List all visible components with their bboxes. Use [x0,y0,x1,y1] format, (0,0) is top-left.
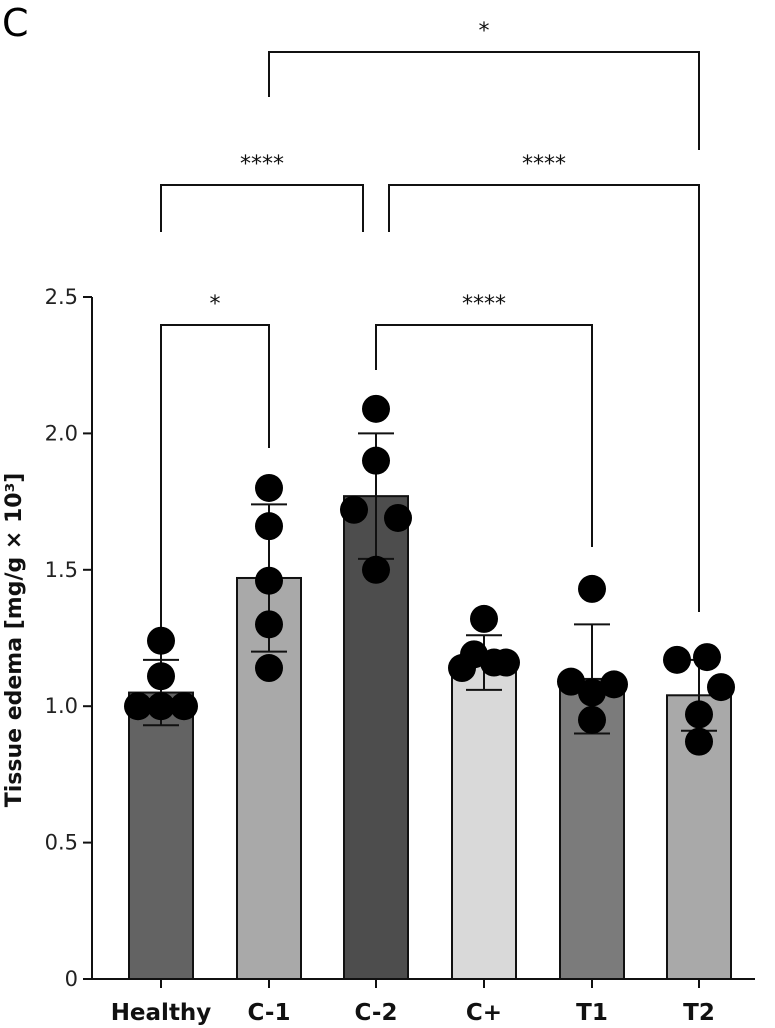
data-point [147,692,175,721]
data-point [255,610,283,639]
data-point [448,654,476,683]
x-tick-label-healthy: Healthy [111,1000,212,1026]
data-point [578,574,606,603]
data-point [707,673,735,702]
data-point [147,662,175,691]
x-tick-label-c-2: C-2 [355,1000,398,1026]
bracket-line [268,51,700,150]
significance-bracket: **** [160,152,364,232]
significance-brackets: * ******** ***** [160,19,700,680]
data-point [578,705,606,734]
data-point [255,566,283,595]
error-bars [143,432,717,735]
y-tick-label: 1.0 [45,694,78,718]
y-tick-label: 1.5 [45,558,78,582]
x-tick-label-t1: T1 [576,1000,608,1026]
data-point [362,394,390,423]
bar-healthy [128,691,194,980]
panel-label: C [2,1,29,45]
x-tick-label-c-: C+ [466,1000,502,1026]
y-tick-label: 0.5 [45,831,78,855]
bracket-line [160,184,364,232]
y-axis-label: Tissue edema [mg/g × 10³] [2,473,27,808]
significance-bracket: **** [375,292,593,547]
data-point [600,670,628,699]
data-point [384,503,412,532]
data-point [470,604,498,633]
data-point [685,727,713,756]
significance-bracket: **** [388,152,700,612]
data-point [557,667,585,696]
x-tick-label-t2: T2 [683,1000,715,1026]
data-point [340,495,368,524]
significance-bracket: * [160,292,270,680]
bars [128,495,732,981]
x-tick-label-c-1: C-1 [248,1000,291,1026]
significance-label: **** [522,152,566,177]
significance-label: **** [462,292,506,317]
data-point [693,643,721,672]
significance-bracket: * [268,19,700,150]
data-point [255,654,283,683]
y-tick-label: 2.5 [45,285,78,309]
data-point [255,512,283,541]
data-point [685,700,713,729]
bar-c- [451,661,517,980]
axes: 0 0.5 1.0 1.5 2.0 2.5 Healthy C-1 C-2 C+ T1 T2 [45,285,755,1026]
data-point [170,692,198,721]
data-point [480,648,508,677]
data-point [124,692,152,721]
significance-label: **** [240,152,284,177]
data-point [578,678,606,707]
data-point [255,473,283,502]
y-tick-label: 2.0 [45,421,78,445]
data-point [362,446,390,475]
significance-label: * [479,19,490,44]
data-point [362,555,390,584]
data-point [147,626,175,655]
significance-label: * [210,292,221,317]
bracket-line [160,324,270,680]
y-tick-label: 0 [65,967,78,991]
data-points [124,394,735,756]
data-point [663,645,691,674]
bracket-line [388,184,700,612]
bracket-line [375,324,593,547]
